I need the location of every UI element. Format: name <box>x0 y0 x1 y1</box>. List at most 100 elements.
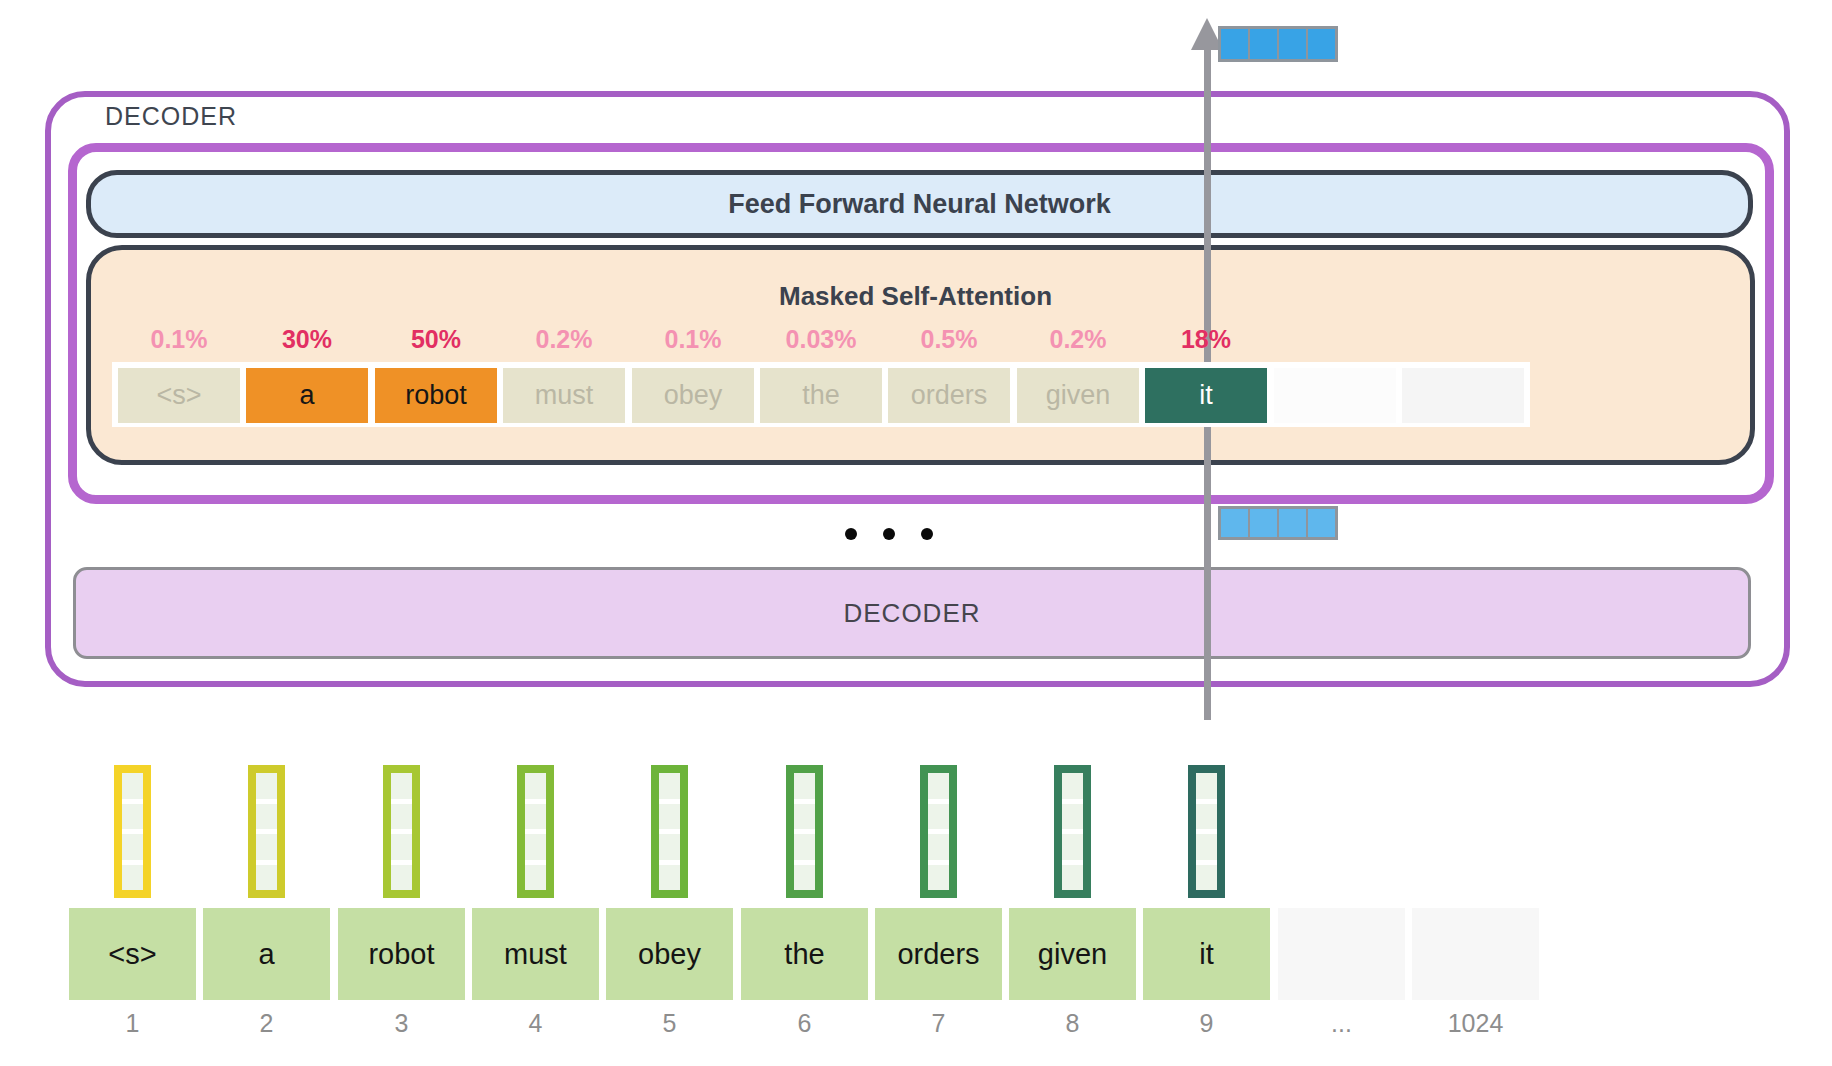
input-token-empty-9 <box>1278 908 1405 1000</box>
input-token-must: must <box>472 908 599 1000</box>
output-vector-cell <box>1250 29 1277 59</box>
embedding-cell <box>928 804 949 830</box>
embedding-cell <box>1062 804 1083 830</box>
position-label-4: 4 <box>472 1005 599 1041</box>
embedding-vector-orders <box>920 765 957 898</box>
embedding-cell <box>525 804 546 830</box>
output-vector <box>1218 26 1338 62</box>
embedding-vector-<s> <box>114 765 151 898</box>
embedding-cell <box>525 773 546 799</box>
intermediate-vector <box>1218 506 1338 540</box>
input-token-orders: orders <box>875 908 1002 1000</box>
position-label-9: 9 <box>1143 1005 1270 1041</box>
attention-token-empty-9 <box>1274 368 1396 423</box>
embedding-cell <box>391 773 412 799</box>
stacked-layers-ellipsis <box>845 528 933 540</box>
embedding-cell <box>525 834 546 860</box>
embedding-cell <box>1196 834 1217 860</box>
embedding-cell <box>928 865 949 891</box>
embedding-cell <box>122 804 143 830</box>
embedding-cell <box>1196 804 1217 830</box>
embedding-cell <box>1062 865 1083 891</box>
position-label-6: 6 <box>741 1005 868 1041</box>
input-token-<s>: <s> <box>69 908 196 1000</box>
embedding-cell <box>256 804 277 830</box>
attention-score-label: 0.1% <box>114 322 244 356</box>
embedding-cell <box>659 834 680 860</box>
ffnn-label: Feed Forward Neural Network <box>728 189 1111 220</box>
attention-token-must: must <box>503 368 625 423</box>
embedding-vector-obey <box>651 765 688 898</box>
embedding-cell <box>794 804 815 830</box>
attention-token-orders: orders <box>888 368 1010 423</box>
attention-score-label: 0.1% <box>628 322 758 356</box>
dot-icon <box>845 528 857 540</box>
embedding-cell <box>794 773 815 799</box>
decoder-layer-bar: DECODER <box>73 567 1751 659</box>
embedding-cell <box>928 773 949 799</box>
input-token-it: it <box>1143 908 1270 1000</box>
attention-score-label: 0.03% <box>756 322 886 356</box>
output-vector-cell <box>1279 29 1306 59</box>
embedding-cell <box>391 865 412 891</box>
embedding-cell <box>122 865 143 891</box>
embedding-vector-given <box>1054 765 1091 898</box>
position-label-1: 1 <box>69 1005 196 1041</box>
embedding-cell <box>122 834 143 860</box>
attention-score-label: 0.5% <box>884 322 1014 356</box>
output-vector-cell <box>1308 29 1335 59</box>
position-label-8: 8 <box>1009 1005 1136 1041</box>
position-label-2: 2 <box>203 1005 330 1041</box>
embedding-cell <box>525 865 546 891</box>
intermediate-vector-cell <box>1279 509 1306 537</box>
input-token-the: the <box>741 908 868 1000</box>
embedding-cell <box>1062 773 1083 799</box>
attention-token-given: given <box>1017 368 1139 423</box>
dot-icon <box>921 528 933 540</box>
embedding-cell <box>659 773 680 799</box>
embedding-cell <box>928 834 949 860</box>
gpt2-decoder-diagram: DECODER Feed Forward Neural Network Mask… <box>0 0 1832 1066</box>
attention-token-obey: obey <box>632 368 754 423</box>
attention-score-label: 30% <box>242 322 372 356</box>
embedding-cell <box>1196 865 1217 891</box>
attention-token-robot: robot <box>375 368 497 423</box>
embedding-cell <box>794 865 815 891</box>
embedding-cell <box>659 865 680 891</box>
decoder-layer-label: DECODER <box>843 598 980 629</box>
position-label-5: 5 <box>606 1005 733 1041</box>
attention-token-a: a <box>246 368 368 423</box>
attention-score-label: 50% <box>371 322 501 356</box>
attention-token-<s>: <s> <box>118 368 240 423</box>
input-token-a: a <box>203 908 330 1000</box>
input-token-obey: obey <box>606 908 733 1000</box>
decoder-outer-label: DECODER <box>105 102 505 131</box>
dot-icon <box>883 528 895 540</box>
embedding-vector-robot <box>383 765 420 898</box>
attention-score-label: 0.2% <box>499 322 629 356</box>
embedding-cell <box>122 773 143 799</box>
embedding-cell <box>659 804 680 830</box>
intermediate-vector-cell <box>1308 509 1335 537</box>
position-label-1024: 1024 <box>1412 1005 1539 1041</box>
embedding-cell <box>256 773 277 799</box>
embedding-cell <box>256 834 277 860</box>
input-token-robot: robot <box>338 908 465 1000</box>
embedding-cell <box>794 834 815 860</box>
masked-self-attention-title: Masked Self-Attention <box>86 281 1745 312</box>
position-label-3: 3 <box>338 1005 465 1041</box>
embedding-vector-the <box>786 765 823 898</box>
attention-score-label: 0.2% <box>1013 322 1143 356</box>
embedding-cell <box>256 865 277 891</box>
embedding-cell <box>391 834 412 860</box>
output-vector-cell <box>1221 29 1248 59</box>
input-token-empty-10 <box>1412 908 1539 1000</box>
ffnn-bar: Feed Forward Neural Network <box>86 170 1753 238</box>
position-label-7: 7 <box>875 1005 1002 1041</box>
embedding-cell <box>1062 834 1083 860</box>
attention-token-empty-10 <box>1402 368 1524 423</box>
attention-token-the: the <box>760 368 882 423</box>
intermediate-vector-cell <box>1250 509 1277 537</box>
attention-score-label: 18% <box>1141 322 1271 356</box>
embedding-cell <box>391 804 412 830</box>
